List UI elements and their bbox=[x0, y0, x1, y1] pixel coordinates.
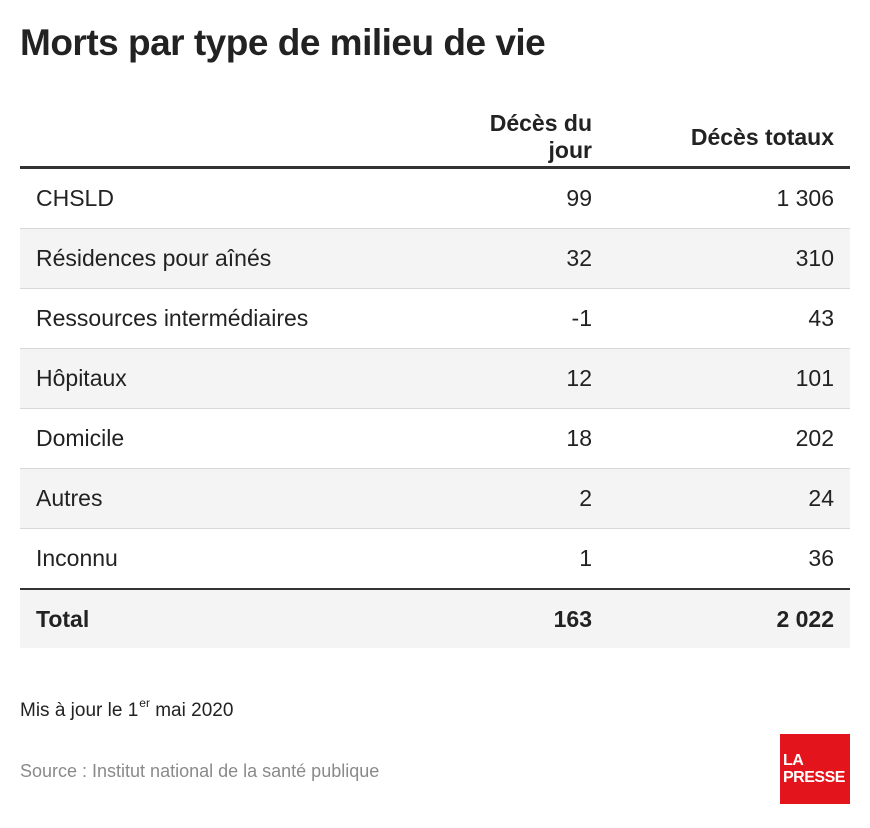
row-total-value: 202 bbox=[608, 408, 850, 469]
row-day-value: 1 bbox=[446, 528, 608, 590]
logo-line-1: LA bbox=[783, 752, 804, 769]
row-category: Domicile bbox=[20, 408, 446, 469]
update-note-date: mai 2020 bbox=[149, 700, 234, 721]
row-total-value: 24 bbox=[608, 468, 850, 529]
row-day-value: 12 bbox=[446, 348, 608, 409]
row-category: Inconnu bbox=[20, 528, 446, 590]
table-row: Hôpitaux 12 101 bbox=[20, 348, 850, 409]
row-day-value: -1 bbox=[446, 288, 608, 349]
row-total-value: 43 bbox=[608, 288, 850, 349]
table-row: Ressources intermédiaires -1 43 bbox=[20, 288, 850, 349]
table-row: Inconnu 1 36 bbox=[20, 528, 850, 590]
table-header-row: Décès du jour Décès totaux bbox=[20, 108, 850, 169]
row-total-value: 101 bbox=[608, 348, 850, 409]
header-category bbox=[20, 108, 446, 169]
row-total-value: 36 bbox=[608, 528, 850, 590]
update-note: Mis à jour le 1er mai 2020 bbox=[20, 696, 233, 722]
row-category: Autres bbox=[20, 468, 446, 529]
table-body: CHSLD 99 1 306 Résidences pour aînés 32 … bbox=[20, 167, 850, 648]
chart-title: Morts par type de milieu de vie bbox=[20, 22, 546, 63]
row-day-value: 32 bbox=[446, 228, 608, 289]
row-day-value: 99 bbox=[446, 167, 608, 229]
row-category: Hôpitaux bbox=[20, 348, 446, 409]
header-total: Décès totaux bbox=[608, 108, 850, 169]
table-row: Autres 2 24 bbox=[20, 468, 850, 529]
header-day: Décès du jour bbox=[446, 108, 608, 169]
row-day-value: 2 bbox=[446, 468, 608, 529]
row-category: CHSLD bbox=[20, 167, 446, 229]
source-note: Source : Institut national de la santé p… bbox=[20, 761, 380, 781]
row-total-value: 310 bbox=[608, 228, 850, 289]
table-row: Résidences pour aînés 32 310 bbox=[20, 228, 850, 289]
total-day-value: 163 bbox=[446, 588, 608, 648]
row-day-value: 18 bbox=[446, 408, 608, 469]
table-row: Domicile 18 202 bbox=[20, 408, 850, 469]
table-row: CHSLD 99 1 306 bbox=[20, 167, 850, 229]
total-total-value: 2 022 bbox=[608, 588, 850, 648]
row-category: Résidences pour aînés bbox=[20, 228, 446, 289]
update-note-text: Mis à jour le 1 bbox=[20, 700, 139, 721]
row-category: Ressources intermédiaires bbox=[20, 288, 446, 349]
data-table: Décès du jour Décès totaux CHSLD 99 1 30… bbox=[20, 108, 850, 648]
row-total-value: 1 306 bbox=[608, 167, 850, 229]
logo-line-2: PRESSE bbox=[783, 769, 845, 786]
la-presse-logo: LA PRESSE bbox=[780, 734, 850, 804]
update-note-superscript: er bbox=[139, 696, 150, 710]
total-label: Total bbox=[20, 588, 446, 648]
table-total-row: Total 163 2 022 bbox=[20, 588, 850, 648]
